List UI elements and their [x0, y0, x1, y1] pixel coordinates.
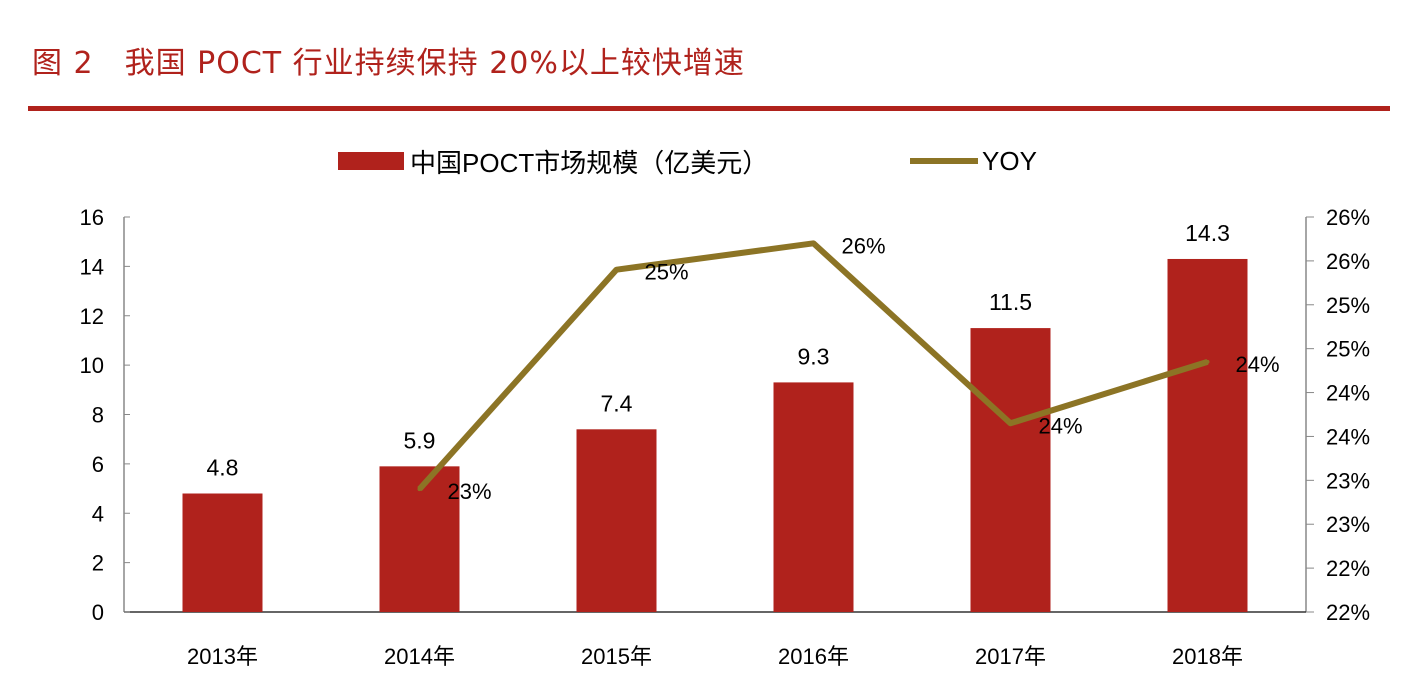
left-tick-label: 6 — [92, 452, 104, 477]
right-tick-label: 25% — [1326, 293, 1370, 318]
left-tick-label: 10 — [80, 353, 104, 378]
x-tick-label: 2017年 — [975, 644, 1046, 669]
bar — [970, 328, 1051, 612]
x-tick-label: 2013年 — [187, 644, 258, 669]
right-tick-label: 26% — [1326, 249, 1370, 274]
right-tick-label: 24% — [1326, 424, 1370, 449]
yoy-point — [1205, 359, 1210, 364]
bar-data-label: 7.4 — [601, 390, 633, 416]
bar-data-label: 14.3 — [1185, 220, 1230, 246]
legend-label-line: YOY — [982, 146, 1037, 176]
right-tick-label: 23% — [1326, 512, 1370, 537]
right-tick-label: 24% — [1326, 381, 1370, 406]
bar — [576, 429, 657, 612]
yoy-data-label: 25% — [645, 260, 689, 285]
chart-title: 图 2 我国 POCT 行业持续保持 20%以上较快增速 — [32, 46, 745, 81]
bar-data-label: 9.3 — [798, 343, 830, 369]
left-tick-label: 8 — [92, 403, 104, 428]
yoy-data-label: 23% — [448, 479, 492, 504]
left-tick-label: 16 — [80, 205, 104, 230]
x-tick-label: 2018年 — [1172, 644, 1243, 669]
yoy-data-label: 24% — [1039, 413, 1083, 438]
legend-label-bar: 中国POCT市场规模（亿美元） — [410, 148, 768, 178]
right-tick-label: 23% — [1326, 468, 1370, 493]
legend-swatch-bar — [338, 152, 404, 170]
bar-data-label: 5.9 — [404, 427, 436, 453]
left-tick-label: 14 — [80, 254, 104, 279]
yoy-point — [1008, 421, 1013, 426]
bar-data-label: 4.8 — [207, 455, 239, 481]
left-tick-label: 12 — [80, 304, 104, 329]
right-tick-label: 22% — [1326, 600, 1370, 625]
bar — [1167, 258, 1248, 612]
right-tick-label: 26% — [1326, 205, 1370, 230]
yoy-point — [417, 487, 422, 492]
yoy-data-label: 26% — [842, 233, 886, 258]
left-tick-label: 0 — [92, 600, 104, 625]
right-tick-label: 25% — [1326, 337, 1370, 362]
right-tick-label: 22% — [1326, 556, 1370, 581]
title-divider — [28, 106, 1390, 111]
yoy-point — [811, 241, 816, 246]
bar-data-label: 11.5 — [989, 289, 1032, 315]
left-tick-label: 4 — [92, 501, 104, 526]
bar — [773, 382, 854, 612]
yoy-data-label: 24% — [1236, 352, 1280, 377]
x-tick-label: 2015年 — [581, 644, 652, 669]
x-tick-label: 2016年 — [778, 644, 849, 669]
yoy-point — [614, 267, 619, 272]
x-tick-label: 2014年 — [384, 644, 455, 669]
left-tick-label: 2 — [92, 551, 104, 576]
bar — [182, 493, 263, 612]
